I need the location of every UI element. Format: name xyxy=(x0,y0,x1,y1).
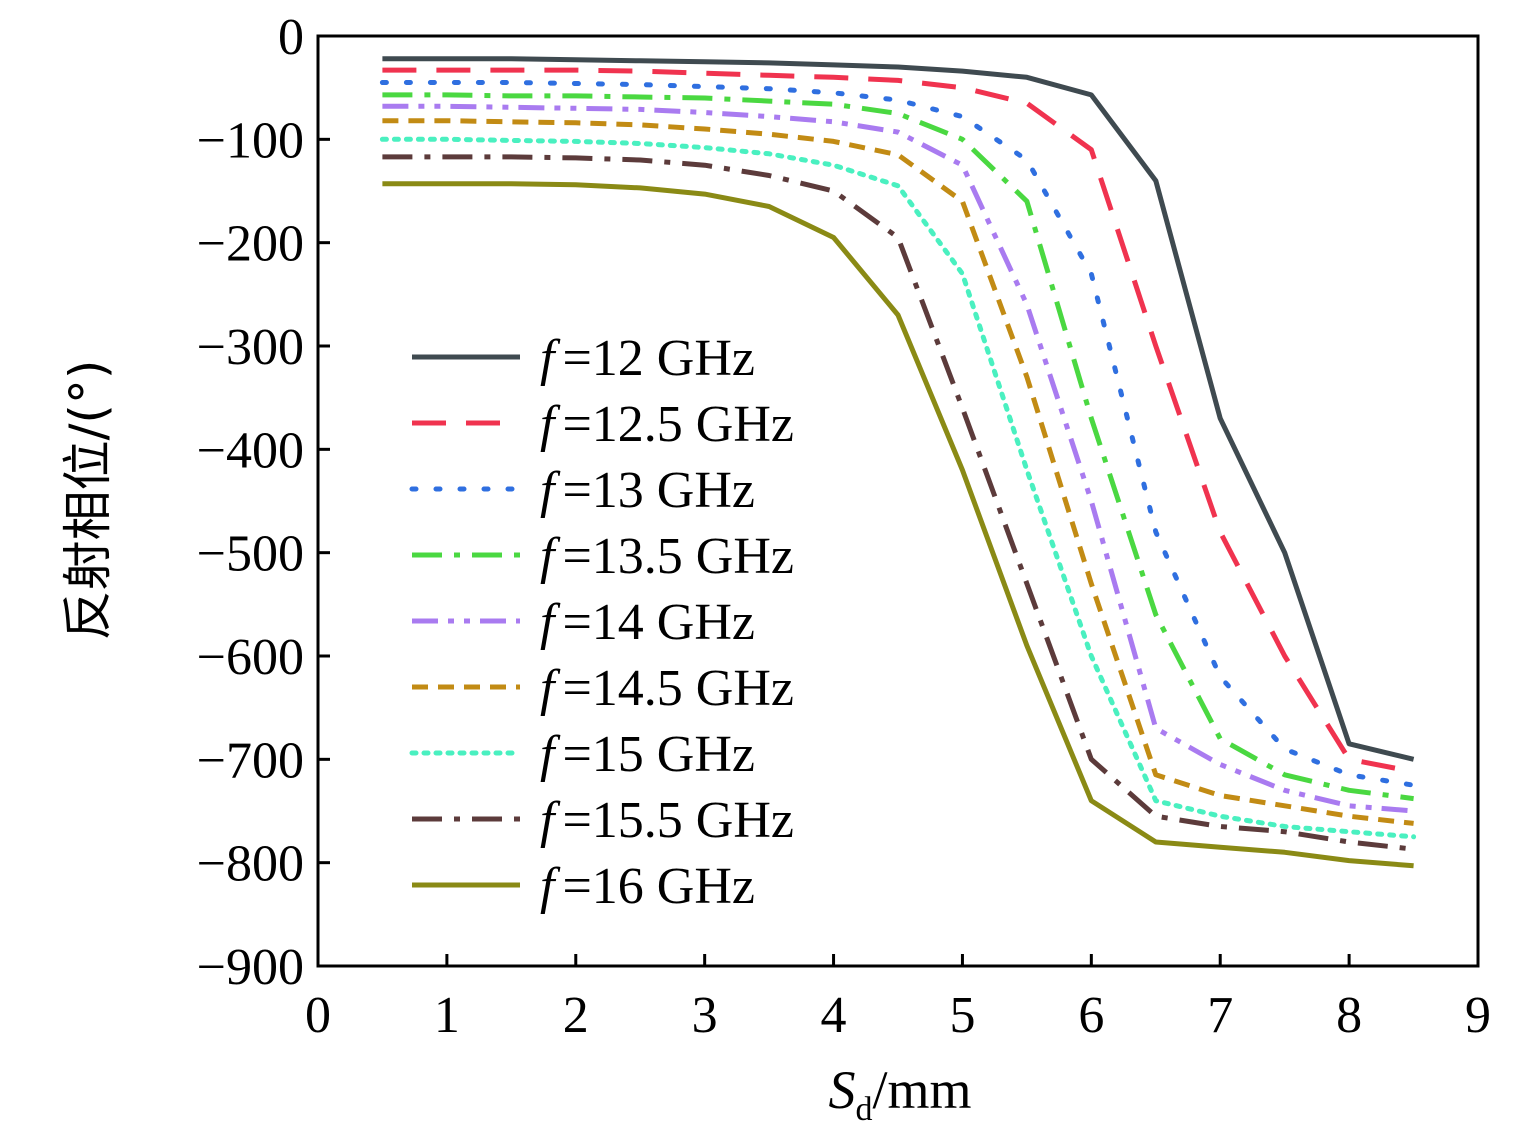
series-layer xyxy=(379,56,1417,869)
x-tick-label-1: 1 xyxy=(434,987,460,1044)
x-tick-label-3: 3 xyxy=(692,987,718,1044)
series-line-0 xyxy=(382,56,1415,762)
legend-label-2: f =13 GHz xyxy=(540,462,755,519)
y-tick-label-9: −900 xyxy=(197,939,304,996)
y-tick-label-5: −500 xyxy=(197,526,304,583)
legend-label-4: f =14 GHz xyxy=(540,594,755,651)
series-line-5 xyxy=(382,118,1414,826)
y-tick-label-1: −100 xyxy=(197,112,304,169)
y-tick-label-3: −300 xyxy=(197,319,304,376)
x-tick-label-9: 9 xyxy=(1465,987,1491,1044)
x-tick-label-5: 5 xyxy=(949,987,975,1044)
x-axis-title-sub: d xyxy=(855,1091,872,1128)
series-line-8 xyxy=(382,181,1414,869)
x-tick-label-2: 2 xyxy=(563,987,589,1044)
y-axis-title: 反射相位/(°) xyxy=(59,360,117,641)
series-line-6 xyxy=(379,136,1417,840)
legend-label-6: f =15 GHz xyxy=(540,726,755,783)
x-axis-title-unit: /mm xyxy=(872,1060,971,1120)
axis-ticks xyxy=(316,34,1480,968)
series-line-4 xyxy=(382,103,1414,814)
legend-label-7: f =15.5 GHz xyxy=(540,792,794,849)
series-line-1 xyxy=(382,67,1415,775)
x-axis-title-main: S xyxy=(828,1060,855,1120)
plot-frame xyxy=(316,34,1480,968)
y-tick-label-2: −200 xyxy=(197,216,304,273)
y-tick-label-7: −700 xyxy=(197,732,304,789)
x-axis-title: Sd/mm xyxy=(828,1060,971,1128)
y-tick-label-0: 0 xyxy=(278,9,304,66)
tick-labels: 0 1 2 3 4 5 6 7 8 9 0 −100 −200 −300 −400 −500 −600 −700 −… xyxy=(197,9,1491,1044)
legend-label-1: f =12.5 GHz xyxy=(540,396,794,453)
legend-label-5: f =14.5 GHz xyxy=(540,660,794,717)
legend-label-0: f =12 GHz xyxy=(540,330,755,387)
legend-label-3: f =13.5 GHz xyxy=(540,528,794,585)
x-tick-label-6: 6 xyxy=(1078,987,1104,1044)
y-tick-label-4: −400 xyxy=(197,422,304,479)
series-line-2 xyxy=(379,80,1417,788)
series-line-7 xyxy=(382,154,1414,852)
x-tick-label-4: 4 xyxy=(821,987,847,1044)
x-tick-label-7: 7 xyxy=(1207,987,1233,1044)
x-tick-label-0: 0 xyxy=(305,987,331,1044)
series-line-3 xyxy=(382,92,1414,802)
x-tick-label-8: 8 xyxy=(1336,987,1362,1044)
y-tick-label-6: −600 xyxy=(197,629,304,686)
legend: f =12 GHz f =12.5 GHz f =13 GHz f =13.5 GHz f =14… xyxy=(409,330,794,915)
legend-label-8: f =16 GHz xyxy=(540,858,755,915)
y-tick-label-8: −800 xyxy=(197,836,304,893)
